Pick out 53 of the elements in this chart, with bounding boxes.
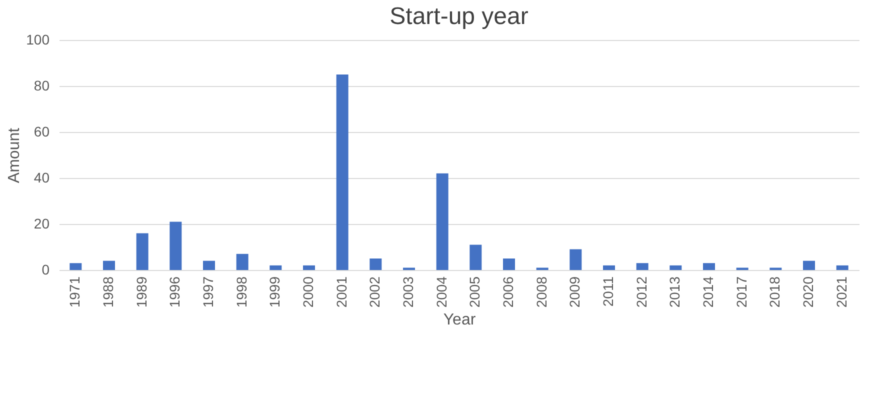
bar <box>803 260 815 270</box>
bar <box>703 263 715 270</box>
y-tick-label: 0 <box>42 262 50 278</box>
x-tick-label: 2020 <box>800 276 816 308</box>
bar <box>336 74 348 270</box>
x-tick-label: 2011 <box>600 276 616 307</box>
x-tick-label: 2009 <box>566 276 583 308</box>
bar <box>436 173 448 270</box>
x-tick-label: 1988 <box>100 276 116 308</box>
x-tick-label: 1999 <box>266 276 283 308</box>
x-tick-label: 1989 <box>133 276 150 308</box>
bar <box>103 260 115 270</box>
y-tick-label: 40 <box>34 170 50 186</box>
x-tick-label: 2018 <box>766 276 783 308</box>
bar <box>370 258 382 270</box>
bar <box>170 222 182 270</box>
x-tick-label: 2002 <box>366 276 383 308</box>
y-axis-title: Amount <box>6 127 24 184</box>
bar <box>303 265 315 270</box>
bar <box>603 265 615 270</box>
bar <box>636 263 648 270</box>
bar <box>136 233 148 270</box>
x-tick-label: 2013 <box>666 276 683 308</box>
bar <box>670 265 682 270</box>
bar <box>270 265 282 270</box>
bar <box>236 254 248 270</box>
x-tick-label: 1998 <box>233 276 250 308</box>
x-tick-label: 1971 <box>66 276 83 308</box>
x-tick-label: 2005 <box>466 276 483 308</box>
x-tick-label: 2012 <box>633 276 650 308</box>
x-tick-label: 2006 <box>500 276 516 308</box>
bar <box>503 258 515 270</box>
bar <box>570 249 582 270</box>
bar <box>70 263 82 270</box>
x-tick-label: 2017 <box>733 276 750 308</box>
x-tick-label: 1996 <box>166 276 183 308</box>
y-tick-label: 80 <box>34 78 50 94</box>
y-tick-label: 20 <box>34 216 50 232</box>
x-tick-label: 2004 <box>433 276 450 308</box>
x-tick-label: 2021 <box>833 276 850 308</box>
y-tick-label: 100 <box>26 32 50 48</box>
x-tick-label: 1997 <box>200 276 216 308</box>
x-tick-label: 2008 <box>533 276 550 308</box>
chart-title: Start-up year <box>390 3 528 30</box>
y-tick-label: 60 <box>34 124 50 140</box>
x-tick-label: 2003 <box>400 276 416 308</box>
x-tick-label: 2000 <box>300 276 316 308</box>
bar <box>470 244 482 270</box>
bar <box>836 265 848 270</box>
x-tick-label: 2014 <box>700 276 716 308</box>
x-tick-label: 2001 <box>333 276 350 308</box>
x-axis-title: Year <box>443 312 476 329</box>
bar <box>203 260 215 270</box>
